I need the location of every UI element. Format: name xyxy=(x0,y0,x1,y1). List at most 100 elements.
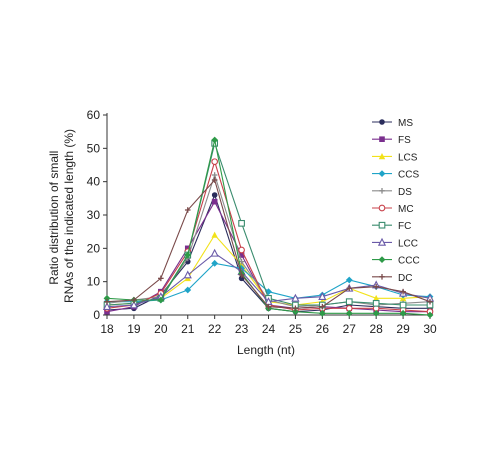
y-tick-label: 0 xyxy=(93,308,100,322)
data-point-ccc xyxy=(103,294,111,302)
x-tick-label: 23 xyxy=(235,322,249,336)
legend-item-mc: MC xyxy=(372,204,414,215)
legend-label-ms: MS xyxy=(398,118,413,129)
legend-marker-mc xyxy=(378,204,386,212)
data-point-ccc xyxy=(211,136,219,144)
chart-legend: MS FS LCS CCS DS MC FC LCC CCC DC xyxy=(372,118,420,284)
data-point-dc xyxy=(292,305,299,312)
data-point-dc xyxy=(158,275,164,282)
legend-label-fs: FS xyxy=(398,135,411,146)
data-point-ccs xyxy=(345,276,353,284)
legend-item-ds: DS xyxy=(372,187,412,198)
data-point-mc xyxy=(238,246,245,254)
legend-marker-fs xyxy=(379,136,385,142)
x-tick-label: 22 xyxy=(208,322,222,336)
data-point-fc xyxy=(345,298,353,306)
legend-label-dc: DC xyxy=(398,273,412,284)
data-point-dc xyxy=(346,285,353,292)
data-point-ccc xyxy=(399,309,407,317)
legend-marker-ms xyxy=(379,119,385,125)
data-point-lcc xyxy=(183,270,192,279)
data-point-ccs xyxy=(184,286,192,294)
legend-marker-lcc xyxy=(377,237,387,246)
plot-area xyxy=(102,136,435,319)
legend-label-lcc: LCC xyxy=(398,238,418,249)
y-axis-label-line-2: RNAs of the indicated length (%) xyxy=(62,129,76,303)
data-point-ccc xyxy=(345,309,353,317)
data-point-ccs xyxy=(265,288,272,296)
legend-label-ds: DS xyxy=(398,187,412,198)
y-tick-label: 10 xyxy=(87,275,101,289)
data-point-ms xyxy=(211,192,218,198)
data-point-lcc xyxy=(210,248,219,257)
data-point-lcc xyxy=(291,293,300,302)
legend-item-fs: FS xyxy=(372,135,411,146)
data-point-ccc xyxy=(426,311,434,319)
legend-item-ccc: CCC xyxy=(372,256,420,267)
data-point-ds xyxy=(211,172,218,178)
data-point-lcc xyxy=(102,302,112,311)
data-point-fs xyxy=(211,198,218,205)
data-point-ccc xyxy=(318,309,326,317)
data-point-ccc xyxy=(372,309,380,317)
legend-item-ccs: CCS xyxy=(372,170,419,181)
data-point-ccc xyxy=(184,251,192,259)
data-point-fc xyxy=(372,299,380,307)
data-point-dc xyxy=(238,272,245,278)
data-point-dc xyxy=(319,303,326,310)
x-tick-label: 24 xyxy=(262,322,276,336)
legend-item-fc: FC xyxy=(372,221,411,232)
legend-label-ccs: CCS xyxy=(398,170,419,181)
x-tick-label: 20 xyxy=(154,322,168,336)
y-axis-label: Ratio distribution of small RNAs of the … xyxy=(47,129,76,303)
data-point-dc xyxy=(131,297,137,303)
data-point-ccc xyxy=(157,296,165,304)
data-point-dc xyxy=(373,283,379,290)
data-point-fc xyxy=(238,219,245,227)
data-point-fs xyxy=(238,252,245,258)
y-tick-label: 60 xyxy=(87,108,101,122)
data-point-mc xyxy=(211,158,219,166)
x-tick-label: 26 xyxy=(316,322,330,336)
x-tick-label: 19 xyxy=(127,322,141,336)
legend-marker-ds xyxy=(379,188,385,194)
data-point-dc xyxy=(265,303,272,310)
data-point-ccs xyxy=(211,259,219,267)
legend-item-lcs: LCS xyxy=(372,152,418,163)
legend-label-fc: FC xyxy=(398,221,411,232)
data-point-dc xyxy=(400,288,406,295)
x-tick-label: 21 xyxy=(181,322,195,336)
data-point-lcc xyxy=(318,292,327,301)
chart-axes: 0 10 20 30 40 50 60 18 19 20 21 22 23 24 25 26 27 28 29 30 xyxy=(87,108,437,336)
legend-marker-ccs xyxy=(378,170,386,177)
data-point-lcs xyxy=(211,231,218,238)
x-tick-label: 18 xyxy=(100,322,114,336)
y-tick-label: 30 xyxy=(87,208,101,222)
x-tick-label: 29 xyxy=(396,322,410,336)
y-tick-label: 40 xyxy=(87,175,101,189)
x-tick-label: 28 xyxy=(369,322,383,336)
legend-item-ms: MS xyxy=(372,118,413,129)
legend-label-mc: MC xyxy=(398,204,414,215)
data-point-fc xyxy=(399,301,407,309)
legend-label-lcs: LCS xyxy=(398,152,418,163)
x-tick-label: 30 xyxy=(423,322,437,336)
legend-label-ccc: CCC xyxy=(398,256,420,267)
series-dc xyxy=(104,177,433,312)
data-point-dc xyxy=(104,298,110,305)
data-point-lcc xyxy=(129,300,139,309)
data-point-dc xyxy=(184,207,191,213)
data-point-dc xyxy=(427,298,433,305)
legend-marker-lcs xyxy=(378,153,386,160)
x-tick-label: 25 xyxy=(289,322,303,336)
y-axis-label-line-1: Ratio distribution of small xyxy=(47,151,61,285)
data-point-lcs xyxy=(372,294,380,302)
legend-item-lcc: LCC xyxy=(372,237,418,249)
legend-marker-fc xyxy=(378,221,386,229)
data-point-ccc xyxy=(292,308,299,316)
data-point-dc xyxy=(211,177,218,183)
legend-marker-dc xyxy=(379,274,385,280)
legend-item-dc: DC xyxy=(372,273,412,284)
x-axis-label: Length (nt) xyxy=(237,343,295,357)
